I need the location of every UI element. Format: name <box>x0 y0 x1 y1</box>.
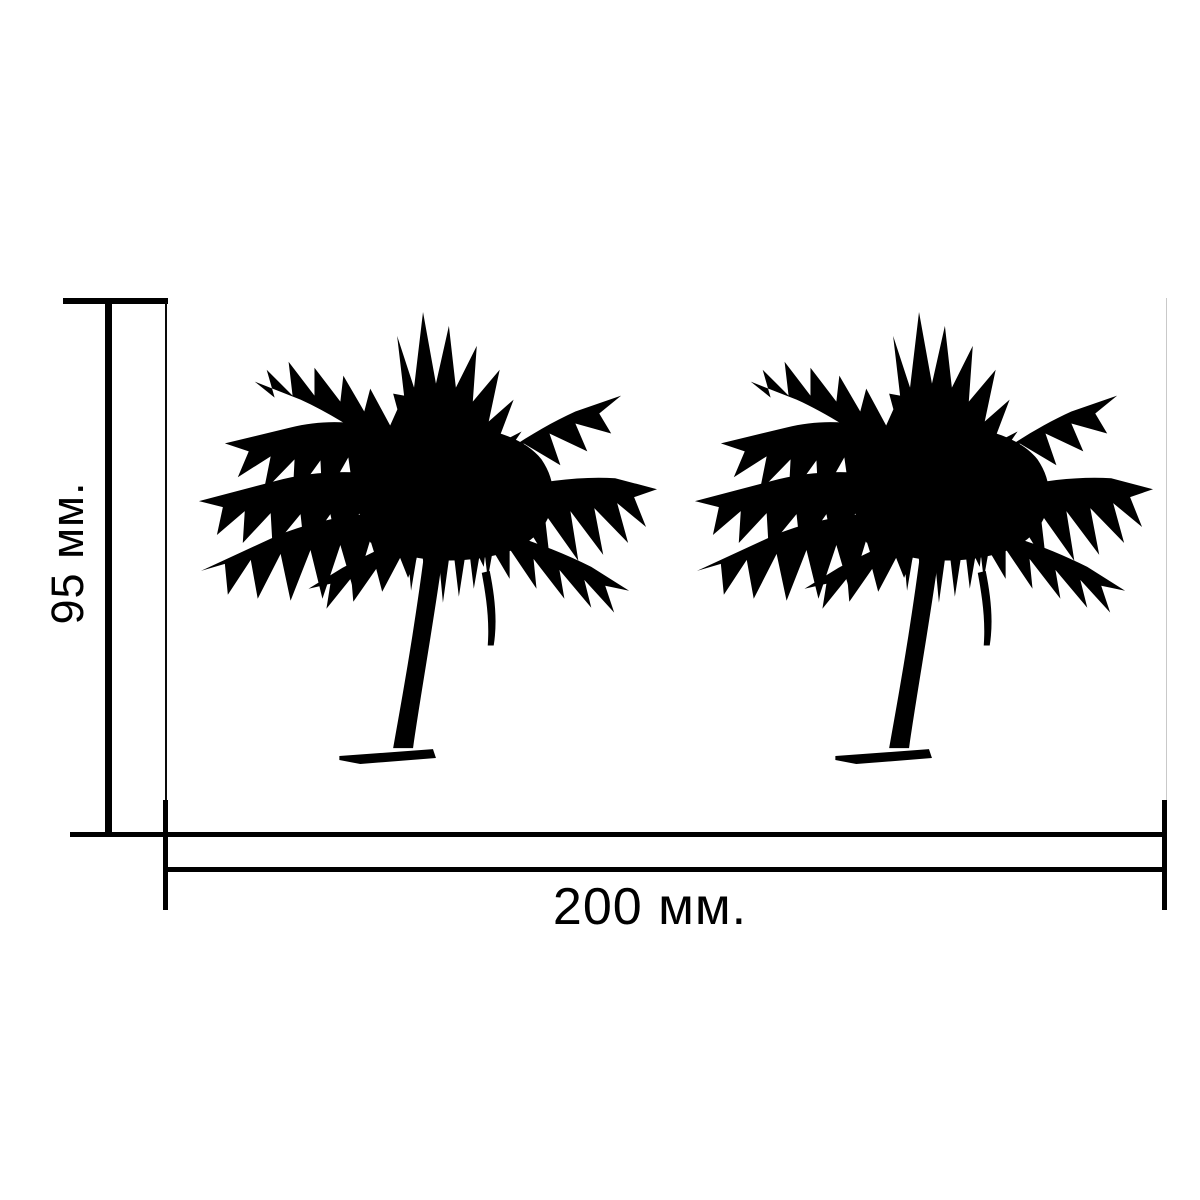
height-dimension-line <box>105 299 112 833</box>
palm-tree-icon <box>686 302 1156 770</box>
width-left-tick <box>163 800 168 910</box>
drawing-area-bottom-line <box>70 832 1166 837</box>
height-dimension-label-text: 95 мм. <box>42 481 93 625</box>
width-right-tick <box>1162 800 1167 910</box>
width-dimension-label: 200 мм. <box>552 878 748 936</box>
height-top-tick <box>63 298 168 304</box>
drawing-area-right-border <box>1166 298 1167 833</box>
palm-tree-icon <box>190 302 660 770</box>
width-dimension-line <box>166 867 1166 872</box>
drawing-area-left-border <box>165 302 167 832</box>
